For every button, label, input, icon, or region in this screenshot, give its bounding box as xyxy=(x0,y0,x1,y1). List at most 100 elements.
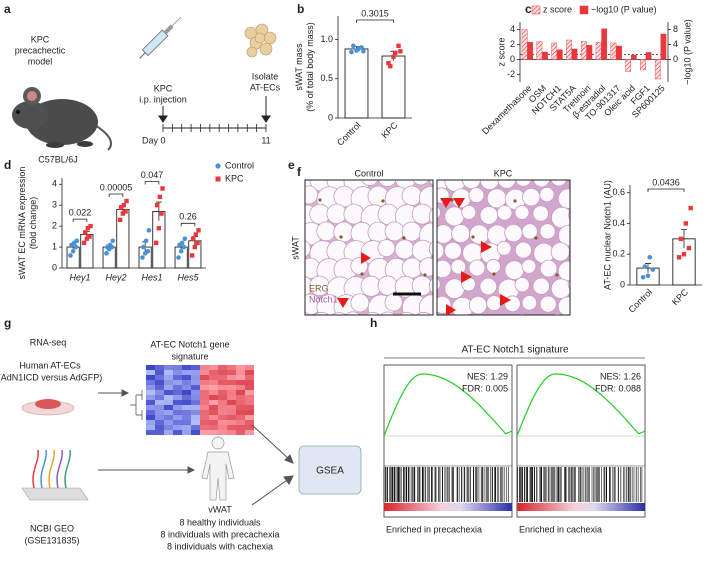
adipocyte xyxy=(575,188,591,204)
caption: Enriched in cachexia xyxy=(519,524,602,534)
significance-bracket xyxy=(72,218,88,223)
flow-arrows xyxy=(98,389,294,506)
y-tick-label: -2 xyxy=(507,69,515,79)
image-frame xyxy=(304,179,434,316)
heatmap-cell xyxy=(200,385,209,390)
bar xyxy=(586,45,593,60)
data-point xyxy=(688,205,693,211)
heatmap-cell xyxy=(200,410,209,415)
heatmap-cell xyxy=(155,395,164,400)
adipocyte xyxy=(517,313,528,315)
rank-bar xyxy=(517,503,645,511)
heatmap-cell xyxy=(245,395,254,400)
adipocyte xyxy=(377,275,398,296)
heatmap-cell xyxy=(182,375,191,380)
panel-label: a xyxy=(4,2,11,16)
timeline xyxy=(162,124,267,132)
heatmap-cell xyxy=(182,410,191,415)
fdr: FDR: 0.005 xyxy=(462,383,508,393)
heatmap-cell xyxy=(200,395,209,400)
signature-text: signature xyxy=(171,351,208,361)
heatmap-cell xyxy=(155,415,164,420)
strain: C57BL/6J xyxy=(38,154,78,164)
heatmap-cell xyxy=(182,370,191,375)
adipocyte xyxy=(532,180,551,188)
data-point xyxy=(68,253,73,258)
data-point xyxy=(647,255,653,260)
tissue-text: vWAT xyxy=(208,504,232,514)
heatmap-cell xyxy=(200,405,209,410)
adipocyte xyxy=(558,224,570,247)
heatmap-cell xyxy=(236,365,245,370)
x-tick-label: Hey1 xyxy=(69,272,90,282)
adipocyte xyxy=(453,314,458,315)
stain-label: Notch1 xyxy=(309,294,338,304)
heatmap-cell xyxy=(218,395,227,400)
y-axis-label: (fold change) xyxy=(28,197,38,250)
heatmap-cell xyxy=(146,380,155,385)
bar xyxy=(580,41,587,60)
heatmap-cell xyxy=(209,375,218,380)
nucleus xyxy=(492,272,496,276)
y-tick-label: 0 xyxy=(510,54,515,64)
adipocyte xyxy=(343,203,365,225)
heatmap-cell xyxy=(236,375,245,380)
heatmap-cell xyxy=(209,410,218,415)
adipocyte xyxy=(514,277,530,293)
heatmap-cell xyxy=(146,425,155,430)
heatmap-cell xyxy=(245,425,254,430)
adipocyte xyxy=(504,223,523,243)
adipocyte xyxy=(451,224,471,244)
heatmap-cell xyxy=(227,365,236,370)
panel-label: e xyxy=(288,158,295,172)
data-point xyxy=(195,240,200,246)
x-tick-label: Control xyxy=(627,287,655,315)
heatmap-cell xyxy=(236,390,245,395)
heatmap-cell xyxy=(236,415,245,420)
y-tick-label: 0 xyxy=(52,262,57,272)
adipocyte xyxy=(521,295,538,311)
gsea-frame xyxy=(383,364,513,518)
data-point xyxy=(82,230,88,235)
heatmap-cell xyxy=(218,365,227,370)
heatmap-cell xyxy=(236,420,245,425)
heatmap-cell xyxy=(236,400,245,405)
heatmap-cell xyxy=(155,410,164,415)
heatmap-cell xyxy=(227,395,236,400)
adipocyte xyxy=(384,221,405,242)
adipocyte xyxy=(468,295,488,315)
heatmap-cell xyxy=(164,430,173,435)
adipocyte xyxy=(468,187,485,204)
adipocyte xyxy=(502,314,511,315)
data-point xyxy=(640,275,646,280)
bar xyxy=(616,45,622,60)
y-tick-label: 0.5 xyxy=(320,73,333,83)
heatmap-cell xyxy=(191,365,200,370)
heatmap xyxy=(130,365,254,435)
image-title: KPC xyxy=(494,168,513,178)
bar xyxy=(556,49,563,60)
data-point xyxy=(74,238,80,244)
data-point xyxy=(645,273,651,279)
data-point xyxy=(110,238,116,244)
heatmap-cell xyxy=(209,400,218,405)
heatmap-cell xyxy=(173,400,182,405)
heatmap-cell xyxy=(146,430,155,435)
heatmap-cell xyxy=(236,430,245,435)
heatmap-cell xyxy=(164,390,173,395)
heatmap-cell xyxy=(209,405,218,410)
data-point xyxy=(87,234,92,239)
adipocyte xyxy=(450,259,467,275)
adipocyte xyxy=(532,277,550,295)
data-point xyxy=(141,244,146,250)
data-point xyxy=(189,253,195,258)
heatmap-cell xyxy=(245,410,254,415)
heatmap-cell xyxy=(164,380,173,385)
heatmap-cell xyxy=(236,385,245,390)
rank-bar xyxy=(384,503,512,511)
data-point xyxy=(146,228,152,233)
y-tick-label: 8 xyxy=(673,24,678,34)
y-axis-label: (% of total body mass) xyxy=(305,22,315,112)
p-value: 0.3015 xyxy=(361,8,389,18)
heatmap-cell xyxy=(191,420,200,425)
